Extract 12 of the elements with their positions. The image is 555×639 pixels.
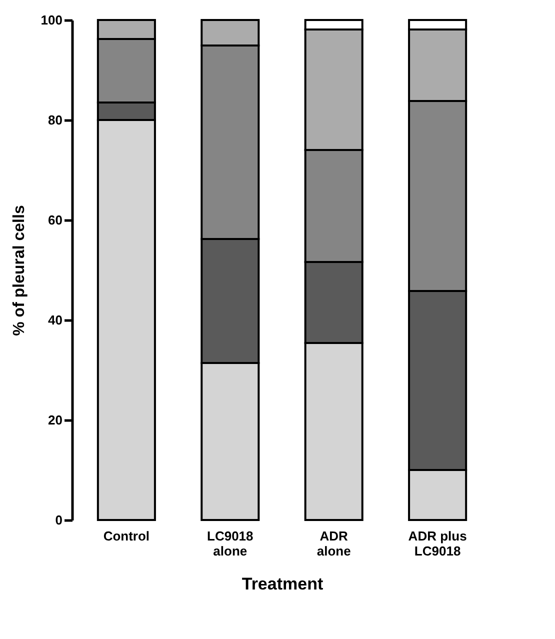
- y-axis-title: % of pleural cells: [10, 205, 28, 336]
- y-tick-label: 80: [48, 112, 62, 128]
- x-tick-label: ADR plus LC9018: [408, 528, 467, 558]
- y-tick-label: 60: [48, 212, 62, 228]
- x-tick-label: Control: [103, 528, 150, 544]
- x-tick-label: LC9018 alone: [207, 528, 254, 558]
- y-tick-label: 0: [55, 512, 62, 528]
- y-tick-label: 40: [48, 312, 62, 328]
- y-tick-label: 100: [40, 12, 62, 28]
- x-tick-label: ADR alone: [316, 528, 351, 558]
- x-axis-title: Treatment: [242, 574, 324, 594]
- y-tick-label: 20: [48, 412, 62, 428]
